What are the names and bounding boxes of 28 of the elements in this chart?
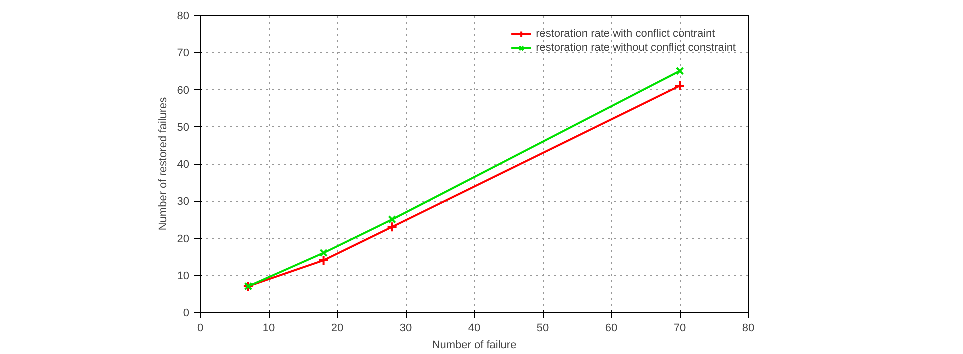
y-tick-label: 50 bbox=[177, 122, 190, 134]
y-tick-label: 20 bbox=[177, 233, 190, 246]
legend-label: restoration rate with conflict contraint bbox=[536, 27, 716, 41]
x-tick-label: 30 bbox=[400, 322, 412, 334]
y-tick-label: 40 bbox=[177, 159, 190, 171]
y-tick-label: 0 bbox=[183, 308, 190, 320]
point bbox=[386, 222, 398, 233]
x-tick-label: 10 bbox=[262, 322, 276, 334]
point bbox=[676, 67, 684, 76]
x-tick-label: 80 bbox=[742, 322, 755, 334]
legend-label: restoration rate without conflict constraint bbox=[536, 41, 736, 55]
point bbox=[388, 216, 396, 224]
y-tick-label: 80 bbox=[177, 10, 190, 22]
y-axis-title: Number of restored failures bbox=[157, 96, 170, 231]
point bbox=[674, 80, 686, 92]
y-tick-label: 60 bbox=[177, 84, 190, 97]
y-tick-label: 10 bbox=[177, 270, 190, 282]
x-tick-label: 50 bbox=[536, 322, 550, 334]
x-tick-label: 70 bbox=[674, 322, 686, 334]
point bbox=[318, 255, 330, 266]
x-tick-label: 60 bbox=[605, 322, 618, 334]
point bbox=[320, 248, 328, 258]
x-tick-label: 0 bbox=[197, 322, 204, 334]
y-tick-label: 30 bbox=[177, 196, 190, 208]
x-tick-label: 40 bbox=[468, 322, 481, 334]
x-axis-title: Number of failure bbox=[432, 340, 517, 352]
x-tick-label: 20 bbox=[331, 322, 344, 334]
y-tick-label: 70 bbox=[177, 48, 190, 60]
